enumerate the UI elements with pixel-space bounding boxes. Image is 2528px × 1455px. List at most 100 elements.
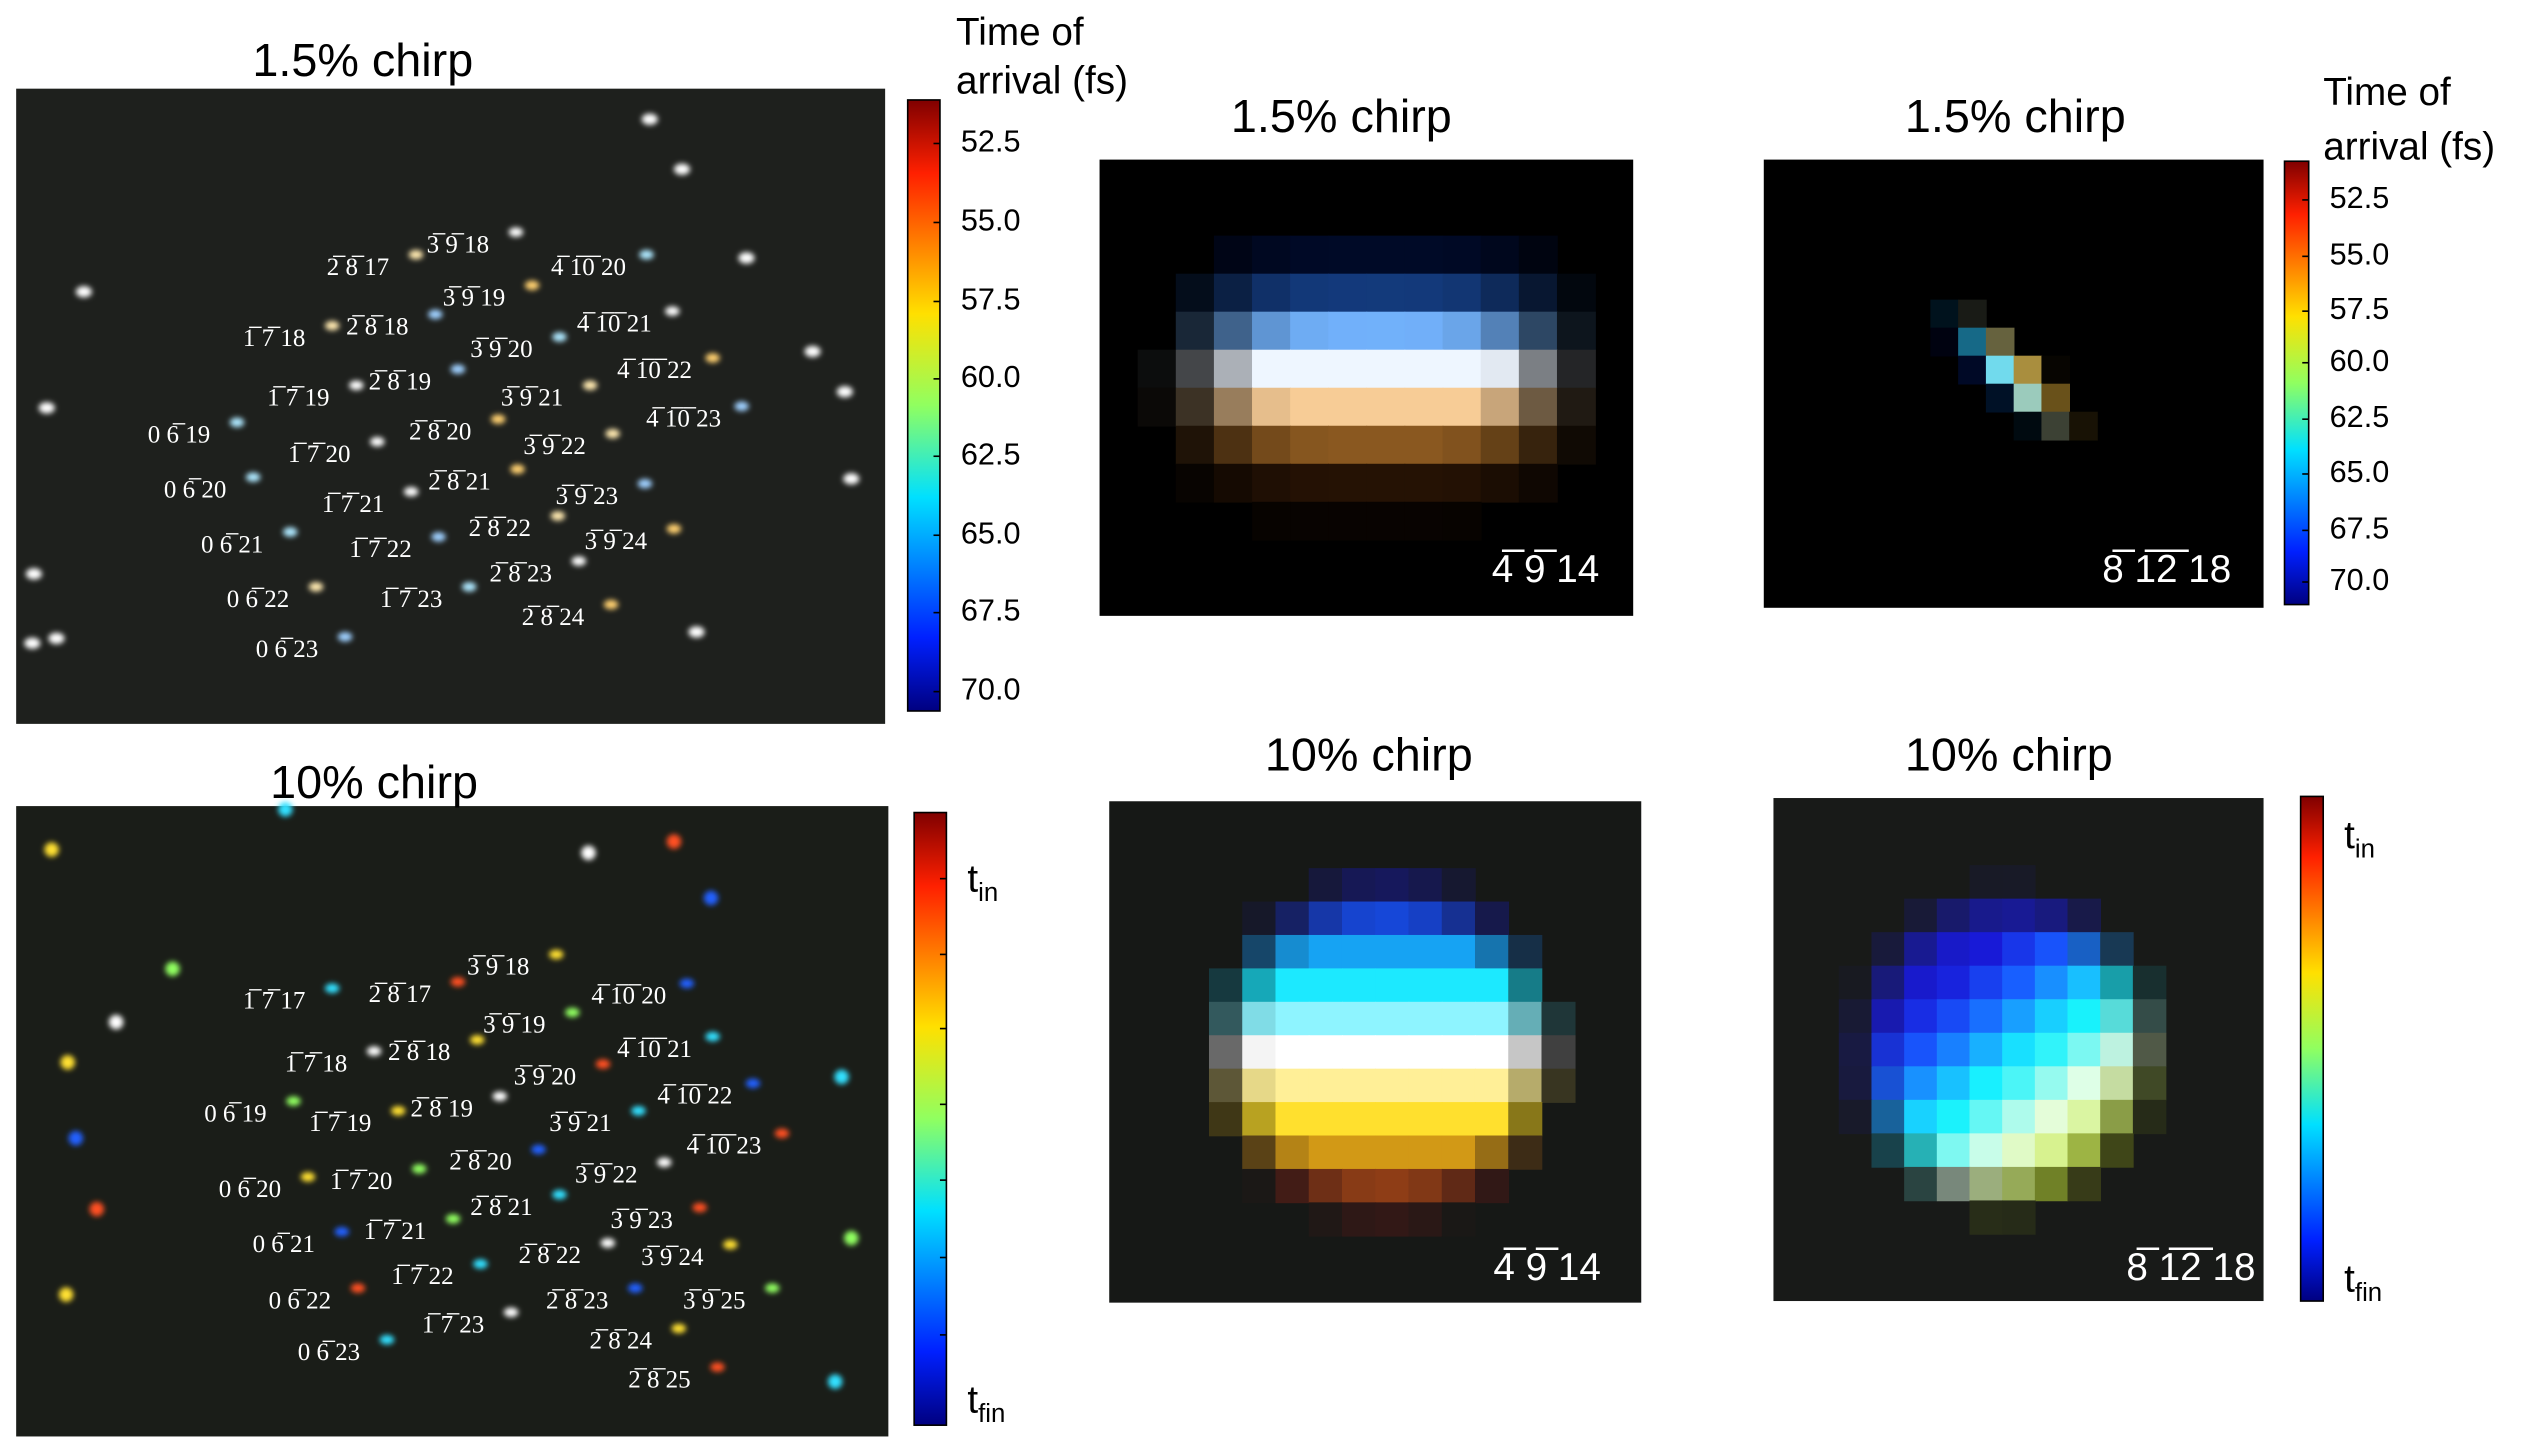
reflection-label: 4̅ 9̅ 14	[1492, 548, 1600, 591]
tick-label: 57.5	[961, 283, 1021, 317]
pixel	[1308, 1168, 1343, 1204]
pixel	[1508, 1035, 1543, 1070]
pixel	[1904, 1032, 1938, 1068]
pixel	[1208, 1001, 1244, 1037]
pixel	[1930, 327, 1959, 357]
spot	[300, 1172, 316, 1182]
pixel	[2013, 355, 2043, 385]
spot-label: 2̅ 8̅ 17	[327, 254, 389, 281]
pixel	[1308, 901, 1343, 936]
spot	[710, 1362, 725, 1372]
spot	[75, 286, 92, 298]
pixel	[1341, 1068, 1377, 1103]
pixel	[1508, 1068, 1543, 1103]
spot	[605, 428, 620, 439]
pixel	[1252, 311, 1291, 351]
spot-label: 2̅ 8̅ 20	[449, 1149, 511, 1176]
pixel	[1366, 463, 1406, 503]
spot-label: 2̅ 8̅ 19	[369, 368, 431, 395]
pixel	[2067, 932, 2101, 967]
colorbar	[2283, 160, 2310, 606]
spot-label: 1̅ 7̅ 22	[349, 536, 411, 563]
pixel	[2100, 1066, 2134, 1101]
pixel	[2067, 1099, 2101, 1135]
pixel	[1213, 273, 1253, 313]
pixel	[2034, 932, 2069, 967]
pixel	[1408, 901, 1443, 936]
spot-label: 4̅ 1̅0̅ 23	[646, 406, 721, 433]
pixel	[1252, 235, 1291, 275]
pixel	[1508, 934, 1543, 970]
pixel	[1366, 349, 1406, 389]
pixel	[2034, 1166, 2069, 1202]
spot-label: 2̅ 8̅ 23	[490, 560, 552, 587]
spot-label: 1̅ 7̅ 19	[267, 385, 329, 412]
pixel	[1341, 1135, 1377, 1170]
reflection-label: 8̅ 1̅2̅ 18	[2102, 548, 2231, 591]
pixel	[1308, 1202, 1343, 1237]
pixel	[1308, 868, 1343, 903]
pixel	[1308, 1035, 1343, 1070]
spot-label: 4̅ 1̅0̅ 22	[657, 1083, 732, 1110]
spot	[503, 1307, 519, 1318]
pixel	[1290, 311, 1330, 351]
panel-title: 10% chirp	[270, 756, 478, 808]
pixel	[2013, 411, 2043, 441]
spot-label: 0 6̅ 19	[148, 422, 210, 449]
spot-label: 3̅ 9̅ 18	[427, 231, 489, 258]
pixel	[1242, 1102, 1277, 1137]
spot-label: 2̅ 8̅ 22	[469, 515, 531, 542]
colorbar	[2299, 795, 2325, 1302]
pixel	[1275, 1035, 1310, 1070]
spot	[286, 1096, 301, 1106]
pixel	[1341, 934, 1377, 970]
tick-label: 60.0	[961, 360, 1021, 394]
pixel	[1404, 311, 1444, 351]
colorbar-title: Time of	[956, 11, 1084, 54]
pixel	[2132, 1099, 2167, 1135]
pixel	[1341, 1168, 1377, 1204]
pixel	[1871, 932, 1905, 967]
pixel	[1408, 1068, 1443, 1103]
spot	[510, 464, 525, 474]
pixel	[1175, 463, 1215, 503]
pixel	[1518, 311, 1558, 351]
pixel	[1375, 1202, 1410, 1237]
pixel	[1375, 868, 1410, 903]
spot	[581, 845, 596, 861]
pixel	[2002, 932, 2036, 967]
spot-label: 0 6̅ 23	[298, 1339, 360, 1366]
pixel	[1341, 968, 1377, 1003]
pixel	[1442, 387, 1482, 427]
spot	[282, 527, 298, 537]
spot	[469, 1035, 485, 1045]
pixel	[1442, 501, 1482, 541]
pixel	[1408, 1102, 1443, 1137]
tick-label: 65.0	[961, 516, 1021, 550]
pixel	[1442, 463, 1482, 503]
spot	[844, 1230, 859, 1246]
pixel	[1208, 1035, 1244, 1070]
spot	[565, 1007, 580, 1018]
tick-label: 70.0	[2330, 563, 2390, 597]
pixel	[1936, 898, 1971, 933]
spot	[734, 401, 749, 412]
colorbar-label: tfin	[2344, 1257, 2382, 1307]
pixel	[1408, 868, 1443, 903]
spot-label: 3̅ 9̅ 24	[585, 528, 648, 555]
spot	[411, 1164, 427, 1174]
spot	[665, 306, 680, 316]
spot	[673, 163, 691, 175]
spot-label: 3̅ 9̅ 19	[443, 285, 505, 312]
pixel	[1137, 349, 1177, 389]
spot-label: 0 6̅ 20	[164, 476, 226, 503]
pixel	[1936, 1066, 1971, 1101]
pixel	[2002, 1066, 2036, 1101]
reflection-label: 4̅ 9̅ 14	[1493, 1246, 1601, 1289]
pixel	[2002, 1166, 2036, 1202]
spot	[508, 227, 524, 237]
pixel	[1969, 898, 2003, 933]
pixel	[1936, 1133, 1971, 1168]
spot	[68, 1130, 84, 1146]
pixel	[1441, 1168, 1476, 1204]
